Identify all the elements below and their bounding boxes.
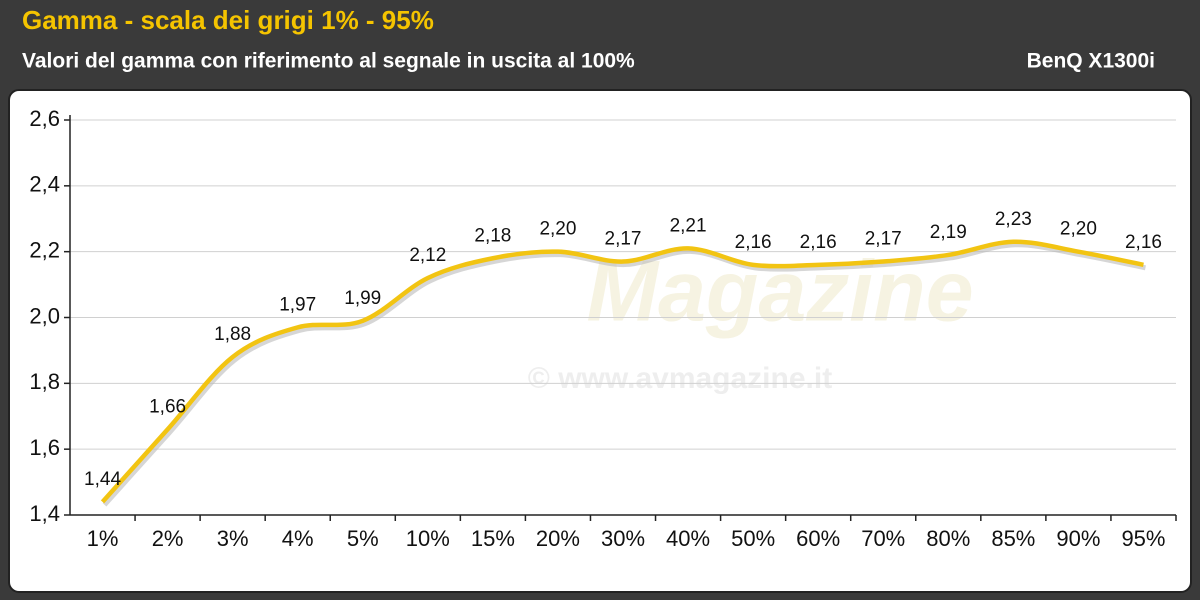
x-tick-label: 95%	[1121, 526, 1165, 551]
value-label: 2,16	[1125, 232, 1162, 253]
x-tick-label: 20%	[536, 526, 580, 551]
line-shadow	[102, 242, 1146, 507]
value-label: 1,99	[344, 288, 381, 309]
x-tick-label: 15%	[471, 526, 515, 551]
y-tick-label: 2,2	[29, 237, 60, 262]
value-label: 1,44	[84, 469, 121, 490]
x-tick-label: 1%	[87, 526, 119, 551]
value-label: 2,21	[670, 215, 707, 236]
x-tick-label: 30%	[601, 526, 645, 551]
value-label: 2,20	[539, 219, 576, 240]
value-label: 1,88	[214, 324, 251, 345]
x-tick-label: 3%	[217, 526, 249, 551]
y-tick-label: 1,6	[29, 435, 60, 460]
y-tick-label: 2,4	[29, 172, 60, 197]
x-tick-label: 2%	[152, 526, 184, 551]
value-label: 1,97	[279, 294, 316, 315]
chart-subtitle: Valori del gamma con riferimento al segn…	[22, 50, 635, 73]
x-tick-label: 40%	[666, 526, 710, 551]
x-tick-label: 70%	[861, 526, 905, 551]
y-tick-label: 1,8	[29, 369, 60, 394]
x-tick-label: 4%	[282, 526, 314, 551]
y-tick-label: 2,0	[29, 303, 60, 328]
watermark: © www.avmagazine.it	[528, 362, 832, 395]
value-label: 1,66	[149, 396, 186, 417]
value-label: 2,23	[995, 209, 1032, 230]
value-label: 2,19	[930, 222, 967, 243]
chart-title: Gamma - scala dei grigi 1% - 95%	[22, 5, 434, 35]
y-tick-label: 1,4	[29, 501, 60, 526]
plot-frame	[8, 89, 1192, 593]
value-label: 2,20	[1060, 219, 1097, 240]
x-tick-label: 10%	[406, 526, 450, 551]
x-tick-label: 50%	[731, 526, 775, 551]
x-tick-label: 60%	[796, 526, 840, 551]
brand: BenQ X1300i	[1027, 50, 1155, 73]
series-line	[100, 239, 1144, 504]
x-tick-label: 85%	[991, 526, 1035, 551]
value-label: 2,17	[605, 229, 642, 250]
value-label: 2,16	[735, 232, 772, 253]
y-tick-label: 2,6	[29, 106, 60, 131]
value-label: 2,16	[800, 232, 837, 253]
x-tick-label: 5%	[347, 526, 379, 551]
x-tick-label: 80%	[926, 526, 970, 551]
value-label: 2,17	[865, 229, 902, 250]
value-label: 2,18	[474, 225, 511, 246]
value-label: 2,12	[409, 245, 446, 266]
x-tick-label: 90%	[1056, 526, 1100, 551]
